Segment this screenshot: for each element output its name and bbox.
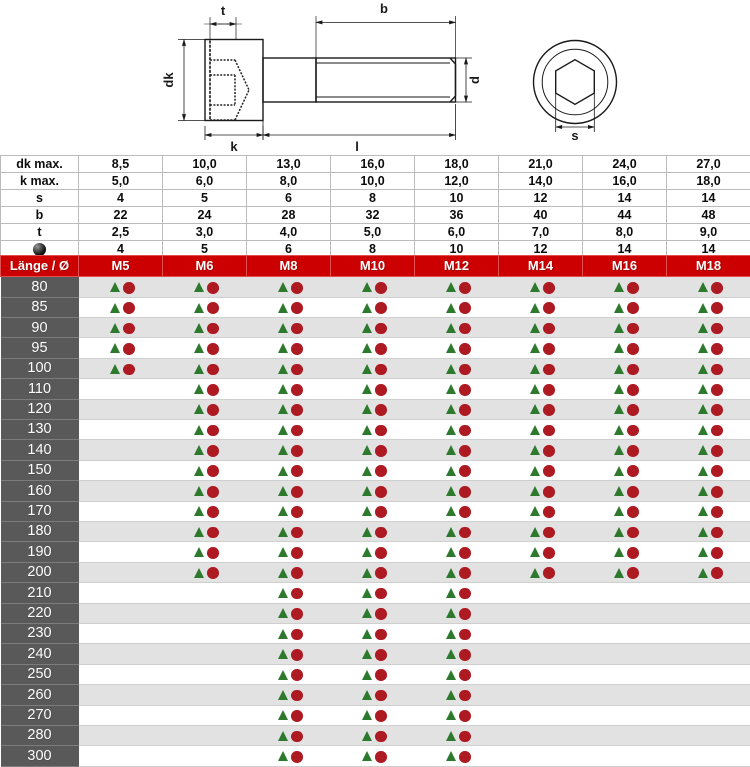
svg-text:s: s (571, 128, 578, 143)
svg-text:dk: dk (161, 72, 176, 88)
svg-text:b: b (380, 1, 388, 16)
svg-text:l: l (355, 139, 359, 154)
svg-text:d: d (467, 76, 482, 84)
svg-text:k: k (230, 139, 238, 154)
svg-text:t: t (221, 3, 226, 18)
